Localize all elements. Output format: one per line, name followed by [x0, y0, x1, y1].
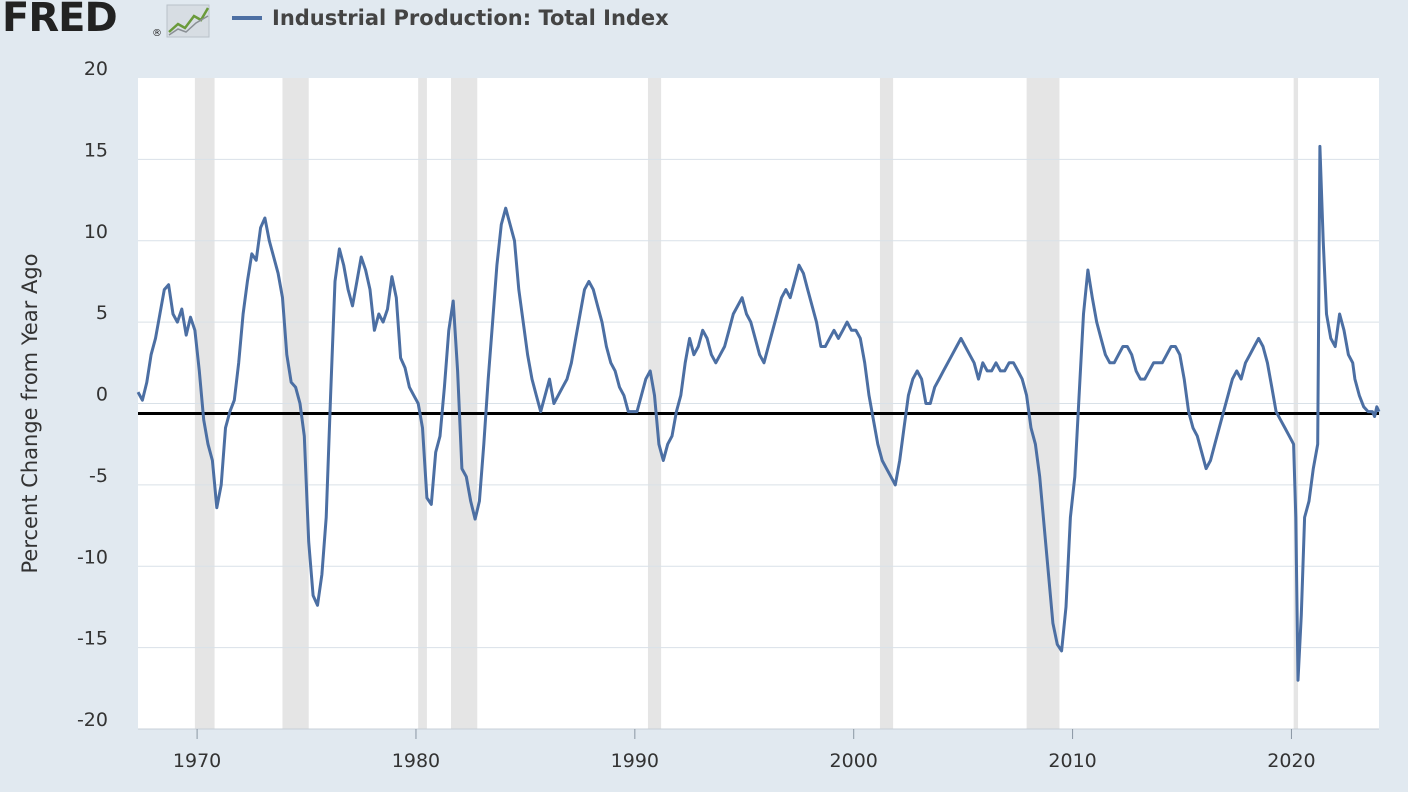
legend-swatch	[232, 16, 262, 20]
y-tick-label: -20	[77, 709, 108, 731]
x-tick-label: 2010	[1048, 750, 1096, 772]
legend-label: Industrial Production: Total Index	[272, 6, 669, 30]
y-tick-label: -5	[89, 465, 108, 487]
y-tick-label: 20	[84, 58, 108, 80]
y-axis-title: Percent Change from Year Ago	[18, 254, 42, 574]
y-tick-label: -10	[77, 546, 108, 568]
registered-mark: ®	[152, 28, 162, 39]
x-tick-label: 2000	[830, 750, 878, 772]
x-axis-ticks: 1970 1980 1990 2000 2010 2020	[173, 729, 1316, 772]
x-tick-label: 1990	[611, 750, 659, 772]
x-tick-label: 1970	[173, 750, 221, 772]
legend[interactable]: Industrial Production: Total Index	[232, 4, 669, 32]
x-tick-label: 2020	[1267, 750, 1315, 772]
fred-logo[interactable]: FRED	[2, 0, 118, 41]
y-tick-label: 15	[84, 139, 108, 161]
y-tick-label: 10	[84, 221, 108, 243]
y-tick-label: -15	[77, 628, 108, 650]
fred-graph-icon	[166, 4, 210, 38]
y-tick-label: 0	[96, 384, 108, 406]
x-tick-label: 1980	[392, 750, 440, 772]
chart-header: FRED ® Industrial Production: Total Inde…	[0, 0, 1408, 40]
y-axis-ticks: 20 15 10 5 0 -5 -10 -15 -20	[77, 58, 108, 731]
grid-lines	[138, 158, 1379, 730]
series-line[interactable]	[136, 144, 1381, 682]
y-tick-label: 5	[96, 302, 108, 324]
